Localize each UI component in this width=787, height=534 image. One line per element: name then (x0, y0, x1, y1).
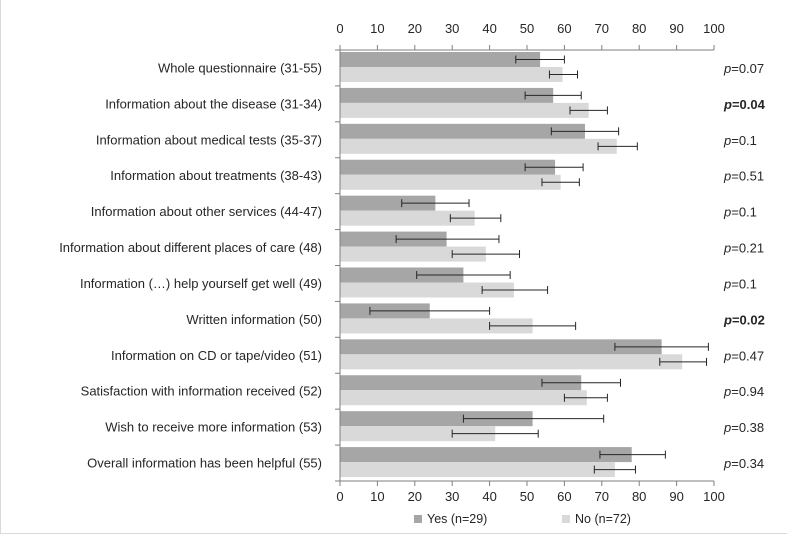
error-bars (369, 55, 709, 474)
bar-yes (340, 231, 447, 247)
bar-yes (340, 159, 556, 175)
p-values: p=0.07 p=0.04 p=0.1 p=0.51 p=0.1 p=0.21 p=0.1 p… (723, 61, 766, 471)
p-value-label: p=0.1 (723, 133, 757, 148)
bottom-tick-label: 20 (408, 489, 422, 504)
top-tick-label: 40 (482, 21, 496, 36)
bottom-tick-label: 50 (520, 489, 534, 504)
bar-no (340, 390, 587, 406)
bar-no (340, 210, 475, 226)
top-tick-label: 10 (370, 21, 384, 36)
category-label: Information about the disease (31-34) (105, 96, 322, 111)
bottom-tick-label: 70 (595, 489, 609, 504)
bar-no (340, 67, 563, 82)
bar-yes (340, 52, 541, 67)
p-value-label: p=0.1 (723, 276, 757, 291)
bar-no (340, 138, 617, 154)
top-tick-label: 50 (520, 21, 534, 36)
p-value-label: p=0.02 (723, 312, 765, 327)
category-labels: Whole questionnaire (31-55) Information a… (59, 60, 322, 470)
bar-yes (340, 87, 554, 103)
top-tick-label: 70 (595, 21, 609, 36)
top-tick-label: 80 (632, 21, 646, 36)
bar-no (340, 246, 486, 262)
category-label: Information (…) help yourself get well (… (80, 276, 322, 291)
bar-yes (340, 411, 533, 427)
legend-swatch-no (562, 515, 570, 523)
bar-no (340, 426, 496, 442)
category-label: Information on CD or tape/video (51) (111, 348, 322, 363)
bar-yes (340, 339, 662, 355)
bottom-tick-label: 90 (669, 489, 683, 504)
legend-label-no: No (n=72) (575, 512, 631, 526)
top-tick-label: 0 (336, 21, 343, 36)
bottom-tick-label: 0 (336, 489, 343, 504)
bottom-tick-label: 60 (557, 489, 571, 504)
category-label: Information about other services (44-47) (91, 204, 322, 219)
bar-yes (340, 195, 436, 211)
p-value-label: p=0.07 (723, 61, 764, 76)
bar-no (340, 102, 589, 118)
p-value-label: p=0.04 (723, 97, 766, 112)
bottom-tick-label: 30 (445, 489, 459, 504)
p-value-label: p=0.34 (723, 456, 764, 471)
bar-no (340, 174, 561, 190)
bar-yes (340, 447, 632, 463)
bars (340, 52, 683, 478)
bar-no (340, 318, 533, 334)
p-value-label: p=0.51 (723, 169, 764, 184)
top-tick-label: 20 (408, 21, 422, 36)
top-tick-label: 30 (445, 21, 459, 36)
top-tick-label: 90 (669, 21, 683, 36)
legend-label-yes: Yes (n=29) (427, 512, 487, 526)
category-label: Information about treatments (38-43) (110, 168, 322, 183)
bar-yes (340, 375, 582, 391)
legend: Yes (n=29) No (n=72) (414, 512, 631, 526)
p-value-label: p=0.94 (723, 384, 764, 399)
bottom-tick-label: 100 (703, 489, 725, 504)
category-label: Written information (50) (186, 312, 322, 327)
category-label: Information about different places of ca… (59, 240, 322, 255)
bottom-tick-label: 10 (370, 489, 384, 504)
bottom-tick-label: 40 (482, 489, 496, 504)
category-label: Information about medical tests (35-37) (96, 132, 322, 147)
category-label: Wish to receive more information (53) (105, 420, 322, 435)
category-label: Whole questionnaire (31-55) (158, 60, 322, 75)
legend-swatch-yes (414, 515, 422, 523)
bar-no (340, 354, 683, 370)
bar-no (340, 462, 615, 478)
p-value-label: p=0.38 (723, 420, 764, 435)
category-label: Overall information has been helpful (55… (87, 456, 322, 471)
top-tick-label: 100 (703, 21, 725, 36)
top-tick-label: 60 (557, 21, 571, 36)
p-value-label: p=0.1 (723, 205, 757, 220)
bar-yes (340, 123, 585, 139)
bar-no (340, 282, 514, 298)
category-label: Satisfaction with information received (… (81, 384, 322, 399)
bottom-tick-label: 80 (632, 489, 646, 504)
axes: 0 0 10 10 20 20 30 30 40 40 50 50 60 60 70 70 80 80 90 90 10… (335, 21, 725, 504)
bar-yes (340, 267, 464, 283)
p-value-label: p=0.47 (723, 348, 764, 363)
p-value-label: p=0.21 (723, 241, 764, 256)
